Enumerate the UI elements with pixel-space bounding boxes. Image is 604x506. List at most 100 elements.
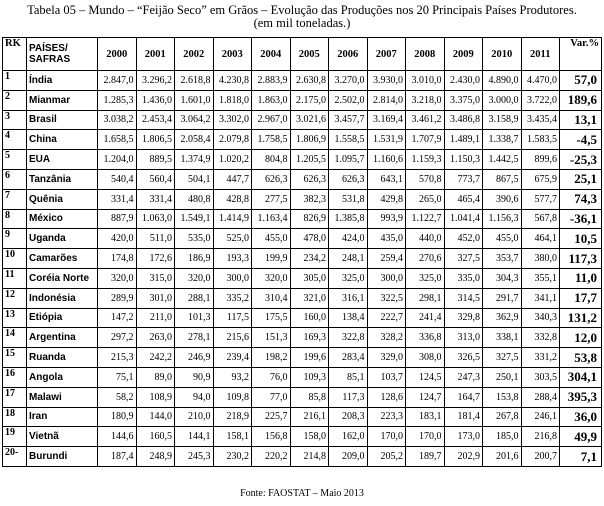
value-cell: 259,4 xyxy=(366,248,406,269)
value-cell: 310,4 xyxy=(251,287,291,309)
value-cell: 175,5 xyxy=(251,307,291,329)
value-cell: 2.453,4 xyxy=(135,109,175,131)
value-cell: 3.218,0 xyxy=(405,89,445,111)
value-cell: 511,0 xyxy=(135,228,175,250)
value-cell: 480,8 xyxy=(174,188,214,210)
value-cell: 85,1 xyxy=(328,366,368,388)
value-cell: 340,3 xyxy=(520,307,560,329)
value-cell: 336,8 xyxy=(405,327,445,349)
value-cell: 313,0 xyxy=(443,327,483,349)
country-cell: Quênia xyxy=(26,188,98,210)
value-cell: 211,0 xyxy=(135,307,175,329)
rank-cell: 14 xyxy=(2,327,27,349)
value-cell: 1.558,5 xyxy=(328,129,368,151)
rank-cell: 4 xyxy=(2,129,27,151)
value-cell: 675,9 xyxy=(520,168,560,190)
country-cell: Brasil xyxy=(26,109,98,131)
value-cell: 76,0 xyxy=(251,366,291,388)
value-cell: 1.156,3 xyxy=(482,208,522,230)
value-cell: 329,0 xyxy=(366,347,406,368)
value-cell: 305,0 xyxy=(289,267,329,289)
value-cell: 174,8 xyxy=(97,248,137,269)
var-cell: 12,0 xyxy=(559,327,602,349)
table-row: 10 Camarões 174,8 172,6 186,9 193,3 199,9 234,2… xyxy=(2,248,602,269)
value-cell: 4.470,0 xyxy=(520,70,560,91)
value-cell: 210,0 xyxy=(174,406,214,428)
value-cell: 202,9 xyxy=(443,446,483,467)
value-cell: 525,0 xyxy=(212,228,252,250)
rank-cell: 19 xyxy=(2,426,27,448)
value-cell: 1.163,4 xyxy=(251,208,291,230)
value-cell: 328,2 xyxy=(366,327,406,349)
value-cell: 298,1 xyxy=(405,287,445,309)
value-cell: 267,8 xyxy=(482,406,522,428)
value-cell: 209,0 xyxy=(328,446,368,467)
value-cell: 1.204,0 xyxy=(97,149,137,170)
country-cell: Argentina xyxy=(26,327,98,349)
value-cell: 103,7 xyxy=(366,366,406,388)
value-cell: 1.583,5 xyxy=(520,129,560,151)
value-cell: 1.758,5 xyxy=(251,129,291,151)
value-cell: 338,1 xyxy=(482,327,522,349)
value-cell: 889,5 xyxy=(135,149,175,170)
var-cell: 304,1 xyxy=(559,366,602,388)
value-cell: 297,2 xyxy=(97,327,137,349)
header-year: 2007 xyxy=(366,37,406,71)
value-cell: 117,5 xyxy=(212,307,252,329)
value-cell: 325,0 xyxy=(405,267,445,289)
value-cell: 263,0 xyxy=(135,327,175,349)
rank-cell: 16 xyxy=(2,366,27,388)
table-row: 2 Mianmar 1.285,3 1.436,0 1.601,0 1.818,0 1.86… xyxy=(2,89,602,111)
value-cell: 89,0 xyxy=(135,366,175,388)
var-cell: 10,5 xyxy=(559,228,602,250)
value-cell: 1.041,4 xyxy=(443,208,483,230)
production-table: RK PAÍSES/SAFRAS 2000 2001 2002 2003 2004 200… xyxy=(2,37,602,467)
table-row: 11 Coréia Norte 320,0 315,0 320,0 300,0 320,0 3… xyxy=(2,267,602,289)
value-cell: 265,0 xyxy=(405,188,445,210)
value-cell: 452,0 xyxy=(443,228,483,250)
value-cell: 1.150,3 xyxy=(443,149,483,170)
value-cell: 3.722,0 xyxy=(520,89,560,111)
table-row: 17 Malawi 58,2 108,9 94,0 109,8 77,0 85,8 117,3 1… xyxy=(2,386,602,408)
value-cell: 331,4 xyxy=(97,188,137,210)
country-cell: Tanzânia xyxy=(26,168,98,190)
var-cell: 53,8 xyxy=(559,347,602,368)
value-cell: 270,6 xyxy=(405,248,445,269)
value-cell: 626,3 xyxy=(289,168,329,190)
value-cell: 1.414,9 xyxy=(212,208,252,230)
value-cell: 1.020,2 xyxy=(212,149,252,170)
value-cell: 327,5 xyxy=(482,347,522,368)
value-cell: 577,7 xyxy=(520,188,560,210)
value-cell: 187,4 xyxy=(97,446,137,467)
value-cell: 109,8 xyxy=(212,386,252,408)
value-cell: 215,6 xyxy=(212,327,252,349)
country-cell: Ruanda xyxy=(26,347,98,368)
value-cell: 531,8 xyxy=(328,188,368,210)
header-year: 2011 xyxy=(520,37,560,71)
value-cell: 1.442,5 xyxy=(482,149,522,170)
value-cell: 160,5 xyxy=(135,426,175,448)
value-cell: 2.967,0 xyxy=(251,109,291,131)
rank-cell: 5 xyxy=(2,149,27,170)
value-cell: 1.063,0 xyxy=(135,208,175,230)
source-footer: Fonte: FAOSTAT – Maio 2013 xyxy=(240,488,364,499)
value-cell: 169,3 xyxy=(289,327,329,349)
value-cell: 315,0 xyxy=(135,267,175,289)
value-cell: 3.010,0 xyxy=(405,70,445,91)
rank-cell: 6 xyxy=(2,168,27,190)
header-year: 2009 xyxy=(443,37,483,71)
value-cell: 288,4 xyxy=(520,386,560,408)
value-cell: 567,8 xyxy=(520,208,560,230)
value-cell: 478,0 xyxy=(289,228,329,250)
value-cell: 504,1 xyxy=(174,168,214,190)
table-row: 19 Vietnã 144,6 160,5 144,1 158,1 156,8 158,0 16… xyxy=(2,426,602,448)
value-cell: 124,5 xyxy=(405,366,445,388)
value-cell: 160,0 xyxy=(289,307,329,329)
value-cell: 4.230,8 xyxy=(212,70,252,91)
value-cell: 887,9 xyxy=(97,208,137,230)
value-cell: 465,4 xyxy=(443,188,483,210)
value-cell: 220,2 xyxy=(251,446,291,467)
value-cell: 3.270,0 xyxy=(328,70,368,91)
value-cell: 341,1 xyxy=(520,287,560,309)
value-cell: 308,0 xyxy=(405,347,445,368)
